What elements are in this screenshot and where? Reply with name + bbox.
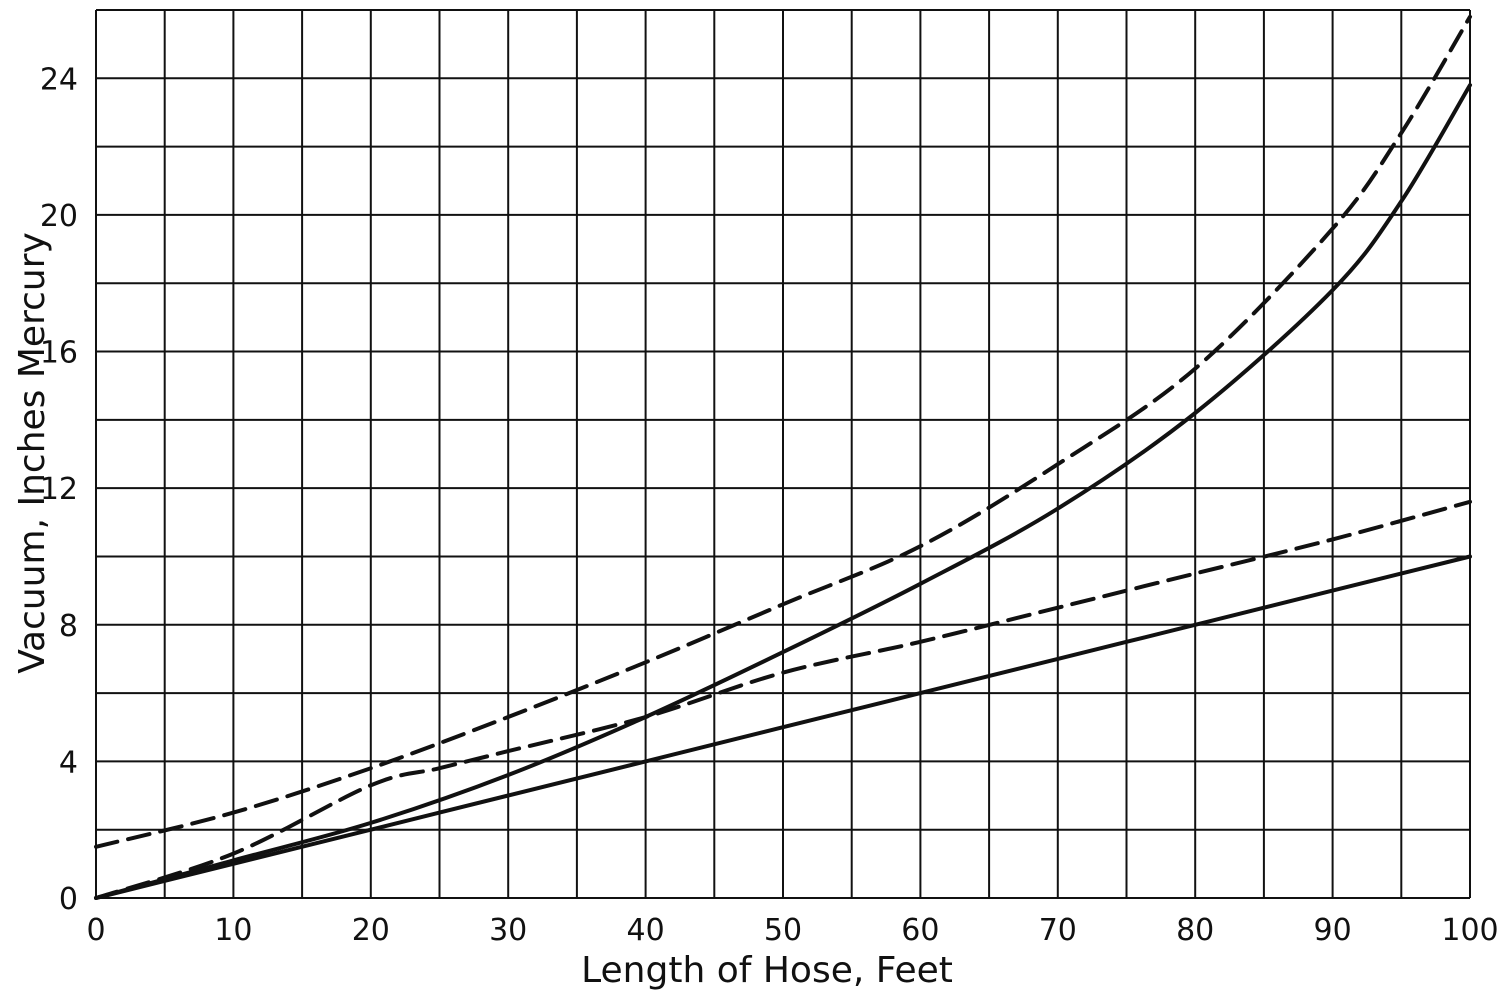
series-lines	[94, 14, 1472, 900]
y-tick-label: 8	[59, 609, 78, 644]
x-tick-label: 70	[1039, 913, 1077, 948]
x-tick-label: 60	[901, 913, 939, 948]
y-axis-title: Vacuum, Inches Mercury	[12, 232, 53, 674]
y-tick-label: 12	[40, 472, 78, 507]
series-line-3-solid	[94, 83, 1472, 900]
y-tick-label: 16	[40, 336, 78, 371]
x-tick-label: 50	[764, 913, 802, 948]
x-tick-label: 40	[627, 913, 665, 948]
y-tick-label: 4	[59, 745, 78, 780]
y-tick-labels: 0 4 8 12 16 20 24	[40, 62, 78, 917]
grid	[95, 9, 1471, 899]
x-axis-title: Length of Hose, Feet	[581, 950, 953, 991]
series-line-4-dashed	[94, 14, 1472, 849]
series-line-1-solid	[94, 554, 1472, 900]
x-tick-labels: 0 10 20 30 40 50 60 70 80 90 100	[86, 913, 1498, 948]
x-tick-label: 100	[1441, 913, 1498, 948]
x-tick-label: 10	[214, 913, 252, 948]
x-tick-label: 30	[489, 913, 527, 948]
x-tick-label: 20	[352, 913, 390, 948]
x-tick-label: 0	[86, 913, 105, 948]
y-tick-label: 20	[40, 199, 78, 234]
x-tick-label: 80	[1176, 913, 1214, 948]
series-line-2-dashed	[94, 499, 1472, 900]
y-tick-label: 0	[59, 882, 78, 917]
y-tick-label: 24	[40, 62, 78, 97]
x-tick-label: 90	[1314, 913, 1352, 948]
